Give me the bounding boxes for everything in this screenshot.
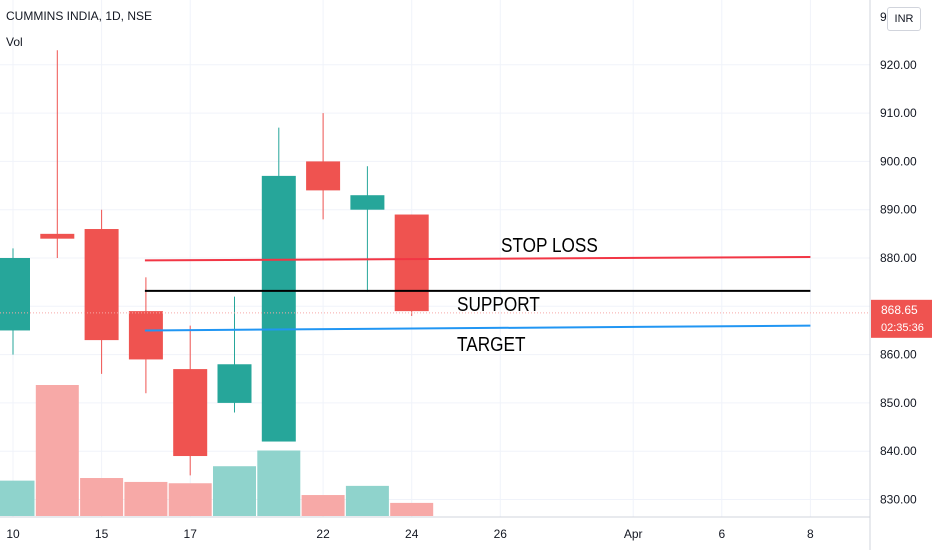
time-tick-label: 24	[405, 527, 419, 541]
time-tick-label: 6	[718, 527, 725, 541]
price-tick-label: 920.00	[880, 58, 917, 72]
time-tick-label: 17	[184, 527, 198, 541]
target-line	[144, 324, 811, 332]
price-tick-label: 900.00	[880, 154, 917, 168]
volume-bar	[257, 450, 301, 516]
candle-body	[261, 175, 296, 442]
candle-body	[40, 233, 75, 239]
symbol-legend[interactable]: CUMMINS INDIA, 1D, NSE	[6, 9, 153, 23]
price-tick-label: 910.00	[880, 106, 917, 120]
volume-bars	[0, 385, 434, 516]
support-label: SUPPORT	[457, 294, 540, 316]
volume-legend[interactable]: Vol	[6, 35, 23, 49]
last-price-badge	[871, 299, 932, 338]
time-tick-label: 22	[316, 527, 330, 541]
stop-loss-line	[144, 256, 811, 262]
price-tick-label: 840.00	[880, 444, 917, 458]
volume-bar	[390, 502, 434, 516]
volume-bar	[35, 385, 79, 516]
time-tick-label: Apr	[624, 527, 643, 541]
price-tick-label: 880.00	[880, 251, 917, 265]
candle-body	[306, 161, 341, 191]
candle-body	[0, 258, 30, 331]
candle-body	[128, 311, 163, 360]
candle-body	[394, 214, 429, 312]
volume-bar	[0, 480, 35, 516]
volume-bar	[168, 483, 212, 516]
volume-bar	[301, 495, 345, 516]
price-tick-label: 860.00	[880, 348, 917, 362]
candle-body	[84, 229, 119, 341]
price-tick-label: 830.00	[880, 493, 917, 507]
candle-body	[173, 369, 208, 457]
time-tick-label: 8	[807, 527, 814, 541]
volume-bar	[124, 481, 168, 516]
stop-loss-label: STOP LOSS	[501, 235, 598, 257]
volume-bar	[213, 466, 256, 516]
bar-countdown: 02:35:36	[881, 322, 924, 334]
time-tick-label: 10	[6, 527, 20, 541]
candles	[0, 50, 429, 476]
candle-body	[350, 195, 385, 210]
time-tick-label: 15	[95, 527, 109, 541]
price-tick-label: 890.00	[880, 203, 917, 217]
currency-button[interactable]: INR	[887, 7, 921, 31]
target-label: TARGET	[457, 334, 526, 356]
price-tick-label: 850.00	[880, 396, 917, 410]
candle-body	[217, 364, 252, 403]
time-tick-label: 26	[494, 527, 508, 541]
last-price-value: 868.65	[881, 303, 918, 317]
level-lines	[0, 256, 870, 332]
volume-bar	[80, 478, 124, 516]
volume-bar	[345, 485, 389, 516]
